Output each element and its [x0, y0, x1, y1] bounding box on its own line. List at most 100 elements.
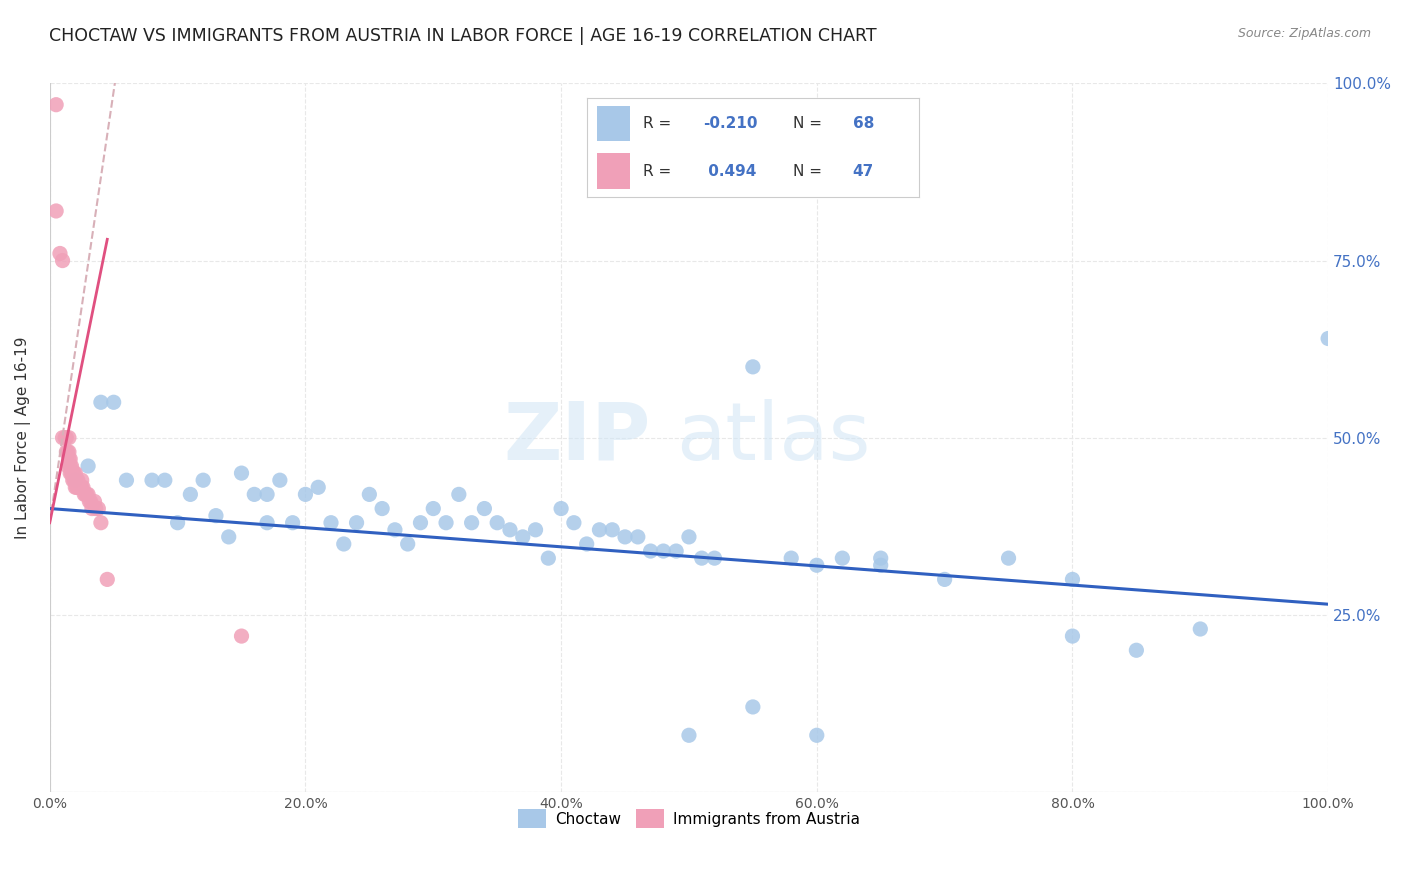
- Point: [665, 544, 688, 558]
- Point: [422, 501, 444, 516]
- Point: [741, 359, 763, 374]
- Point: [65, 480, 87, 494]
- Point: [49, 246, 72, 260]
- Point: [63, 466, 86, 480]
- Point: [806, 558, 828, 573]
- Point: [575, 537, 598, 551]
- Point: [77, 458, 100, 473]
- Text: atlas: atlas: [676, 399, 870, 476]
- Point: [65, 473, 87, 487]
- Point: [703, 551, 725, 566]
- Point: [741, 700, 763, 714]
- Point: [153, 473, 176, 487]
- Point: [70, 480, 93, 494]
- Point: [65, 466, 87, 480]
- Point: [640, 544, 662, 558]
- Point: [60, 466, 83, 480]
- Point: [319, 516, 342, 530]
- Point: [460, 516, 482, 530]
- Point: [243, 487, 266, 501]
- Point: [58, 445, 80, 459]
- Point: [588, 523, 610, 537]
- Point: [550, 501, 572, 516]
- Point: [103, 395, 125, 409]
- Point: [141, 473, 163, 487]
- Point: [58, 431, 80, 445]
- Point: [69, 480, 91, 494]
- Point: [678, 728, 700, 742]
- Point: [179, 487, 201, 501]
- Point: [690, 551, 713, 566]
- Point: [627, 530, 650, 544]
- Point: [73, 487, 96, 501]
- Point: [90, 516, 112, 530]
- Point: [67, 480, 90, 494]
- Point: [869, 558, 891, 573]
- Point: [51, 253, 73, 268]
- Point: [56, 458, 79, 473]
- Point: [218, 530, 240, 544]
- Point: [76, 487, 98, 501]
- Point: [55, 445, 77, 459]
- Point: [96, 573, 118, 587]
- Point: [1189, 622, 1212, 636]
- Point: [1317, 331, 1340, 345]
- Point: [524, 523, 547, 537]
- Point: [1062, 573, 1084, 587]
- Point: [45, 204, 67, 219]
- Point: [307, 480, 329, 494]
- Point: [58, 452, 80, 467]
- Point: [652, 544, 675, 558]
- Point: [75, 487, 97, 501]
- Point: [59, 466, 82, 480]
- Text: Source: ZipAtlas.com: Source: ZipAtlas.com: [1237, 27, 1371, 40]
- Point: [66, 480, 89, 494]
- Point: [65, 480, 87, 494]
- Point: [359, 487, 381, 501]
- Point: [65, 473, 87, 487]
- Point: [51, 431, 73, 445]
- Point: [115, 473, 138, 487]
- Point: [537, 551, 560, 566]
- Point: [434, 516, 457, 530]
- Point: [1125, 643, 1147, 657]
- Point: [396, 537, 419, 551]
- Point: [780, 551, 803, 566]
- Point: [409, 516, 432, 530]
- Point: [486, 516, 509, 530]
- Point: [831, 551, 853, 566]
- Point: [256, 516, 278, 530]
- Text: ZIP: ZIP: [503, 399, 651, 476]
- Point: [79, 494, 101, 508]
- Point: [63, 473, 86, 487]
- Point: [87, 501, 110, 516]
- Point: [934, 573, 956, 587]
- Point: [231, 629, 253, 643]
- Point: [333, 537, 356, 551]
- Point: [191, 473, 214, 487]
- Point: [90, 395, 112, 409]
- Point: [60, 458, 83, 473]
- Point: [256, 487, 278, 501]
- Point: [59, 458, 82, 473]
- Point: [614, 530, 637, 544]
- Point: [80, 501, 103, 516]
- Point: [269, 473, 291, 487]
- Point: [869, 551, 891, 566]
- Point: [294, 487, 316, 501]
- Point: [84, 501, 107, 516]
- Point: [997, 551, 1019, 566]
- Point: [70, 473, 93, 487]
- Point: [600, 523, 623, 537]
- Point: [281, 516, 304, 530]
- Point: [62, 473, 84, 487]
- Point: [45, 97, 67, 112]
- Point: [231, 466, 253, 480]
- Point: [56, 445, 79, 459]
- Point: [384, 523, 406, 537]
- Text: CHOCTAW VS IMMIGRANTS FROM AUSTRIA IN LABOR FORCE | AGE 16-19 CORRELATION CHART: CHOCTAW VS IMMIGRANTS FROM AUSTRIA IN LA…: [49, 27, 877, 45]
- Point: [166, 516, 188, 530]
- Y-axis label: In Labor Force | Age 16-19: In Labor Force | Age 16-19: [15, 336, 31, 539]
- Point: [79, 494, 101, 508]
- Point: [83, 494, 105, 508]
